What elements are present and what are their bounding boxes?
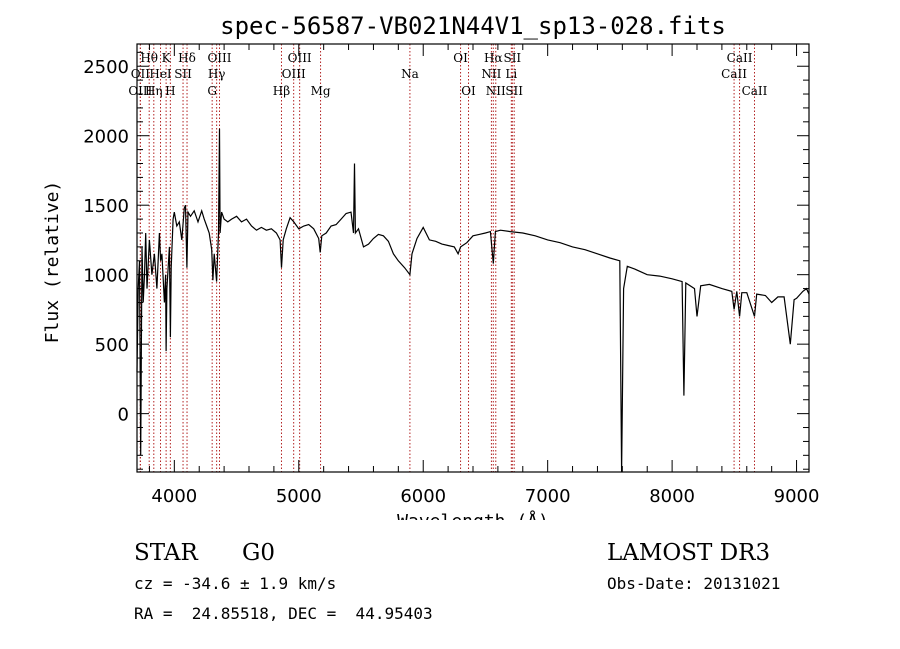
line-label-20: SII (503, 51, 521, 65)
plot-frame (136, 43, 810, 473)
line-label-5: Hη (145, 84, 163, 98)
line-label-9: OIII (207, 51, 231, 65)
line-label-25: CaII (727, 51, 753, 65)
x-tick-label: 4000 (151, 486, 197, 507)
line-label-12: OIII (288, 51, 312, 65)
line-label-0: Hθ (140, 51, 158, 65)
y-tick-label: 500 (95, 335, 129, 356)
observation-date: Obs-Date: 20131021 (607, 574, 781, 593)
line-label-26: CaII (721, 67, 747, 81)
line-label-19: Hα (484, 51, 503, 65)
object-subclass: G0 (242, 540, 276, 566)
line-label-3: K (162, 51, 172, 65)
chart-title: spec-56587-VB021N44V1_sp13-028.fits (220, 12, 726, 40)
y-tick-label: 2500 (83, 57, 129, 78)
spectral-line-markers (139, 44, 755, 472)
flux-series-line (136, 128, 810, 473)
object-class: STAR (134, 540, 198, 566)
line-label-16: Na (401, 67, 419, 81)
axis-ticks (137, 44, 809, 472)
x-tick-label: 9000 (774, 486, 820, 507)
sky-coordinates: RA = 24.85518, DEC = 44.95403 (134, 604, 433, 623)
spectral-line-labels: Hθ OII OIII K HeI Hη SII H Hδ OIII Hγ G OIII OIII Hβ Mg… (128, 51, 767, 98)
redshift-velocity: cz = -34.6 ± 1.9 km/s (134, 574, 337, 593)
line-label-18: OI (461, 84, 476, 98)
line-label-13: OIII (282, 67, 306, 81)
line-label-10: Hγ (208, 67, 226, 81)
line-label-17: OI (453, 51, 468, 65)
y-tick-labels: 0 500 1000 1500 2000 2500 (83, 57, 129, 425)
line-label-23: NII (486, 84, 506, 98)
x-tick-label: 6000 (400, 486, 446, 507)
y-axis-label: Flux (relative) (42, 181, 63, 344)
spectrum-chart: spec-56587-VB021N44V1_sp13-028.fits Hθ OI… (42, 12, 819, 520)
line-label-15: Mg (311, 84, 331, 98)
y-tick-label: 2000 (83, 127, 129, 148)
x-tick-label: 8000 (649, 486, 695, 507)
line-label-7: H (165, 84, 175, 98)
line-label-1: OII (131, 67, 151, 81)
line-label-22: Li (505, 67, 517, 81)
line-label-27: CaII (742, 84, 768, 98)
line-label-6: SII (174, 67, 192, 81)
x-tick-labels: 4000 5000 6000 7000 8000 9000 (151, 486, 819, 507)
line-label-11: G (207, 84, 217, 98)
y-tick-label: 1000 (83, 266, 129, 287)
line-label-8: Hδ (178, 51, 196, 65)
y-tick-label: 1500 (83, 196, 129, 217)
line-label-14: Hβ (273, 84, 290, 98)
line-label-24: SII (505, 84, 523, 98)
x-axis-label: Wavelength (Å) (397, 510, 549, 520)
line-label-2: OIII (128, 84, 152, 98)
x-tick-label: 7000 (525, 486, 571, 507)
line-label-21: NII (481, 67, 501, 81)
x-tick-label: 5000 (276, 486, 322, 507)
survey-name: LAMOST DR3 (607, 540, 771, 566)
y-tick-label: 0 (118, 405, 129, 426)
line-label-4: HeI (149, 67, 172, 81)
